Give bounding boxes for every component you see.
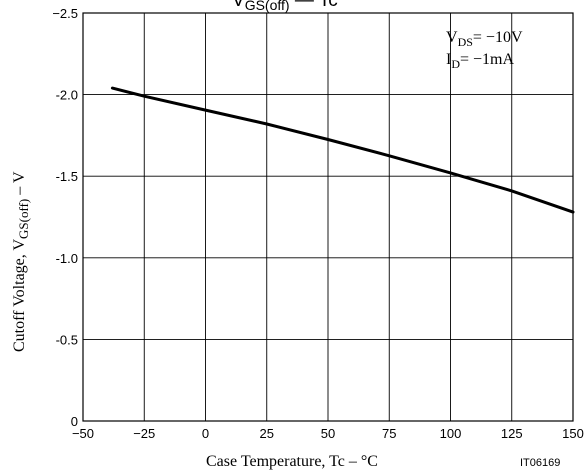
x-tick-label: 150 xyxy=(562,426,584,441)
y-tick-label: -2.0 xyxy=(56,88,78,103)
conditions-legend: VDS= −10V ID= −1mA xyxy=(446,29,523,71)
y-tick-label: -1.0 xyxy=(56,251,78,266)
condition-vds: VDS= −10V xyxy=(446,29,523,49)
x-axis-label: Case Temperature, Tc – °C xyxy=(206,453,378,470)
x-tick-label: 125 xyxy=(501,426,523,441)
x-tick-label: −25 xyxy=(133,426,155,441)
figure-code: IT06169 xyxy=(520,457,560,469)
series-line xyxy=(110,86,575,214)
x-tick-label: 50 xyxy=(321,426,335,441)
grid xyxy=(83,13,573,421)
x-tick-label: −50 xyxy=(72,426,94,441)
tick-labels: −50 −25 0 25 50 75 100 125 150 0 -0.5 -1.0 -1.5 -2.0 −… xyxy=(52,6,584,441)
y-tick-label: 0 xyxy=(71,414,78,429)
x-tick-label: 0 xyxy=(202,426,209,441)
x-tick-label: 75 xyxy=(382,426,396,441)
condition-id: ID= −1mA xyxy=(446,51,514,71)
x-tick-label: 100 xyxy=(440,426,462,441)
y-tick-label: -0.5 xyxy=(56,332,78,347)
chart-title: VGS(off) — Tc xyxy=(232,0,338,13)
y-tick-label: −2.5 xyxy=(52,6,78,21)
x-tick-label: 25 xyxy=(260,426,274,441)
y-tick-label: -1.5 xyxy=(56,169,78,184)
y-axis-label: Cutoff Voltage, VGS(off) – V xyxy=(11,171,31,352)
plot-area xyxy=(82,12,574,422)
